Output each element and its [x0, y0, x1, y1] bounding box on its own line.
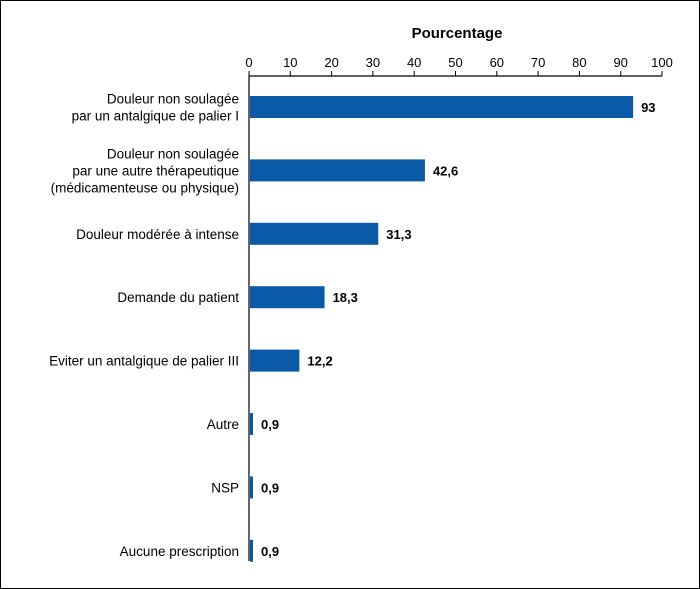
- category-label: Douleur non soulagée par une autre thérap…: [51, 146, 239, 195]
- value-label: 12,2: [307, 354, 332, 369]
- bar: [250, 286, 325, 309]
- bar: [250, 476, 253, 499]
- x-tick-label: 20: [324, 55, 338, 70]
- category-label-line: Eviter un antalgique de palier III: [49, 354, 239, 369]
- category-label-line: Autre: [207, 417, 239, 432]
- x-axis-title: Pourcentage: [412, 25, 503, 42]
- category-label-line: NSP: [211, 480, 239, 495]
- bar: [250, 96, 634, 118]
- category-label-line: Douleur non soulagée: [107, 146, 239, 161]
- x-tick-label: 80: [572, 55, 586, 70]
- category-label: Autre: [207, 417, 239, 432]
- bar: [250, 539, 253, 562]
- bars: [250, 96, 634, 562]
- category-label-line: Douleur modérée à intense: [76, 227, 239, 242]
- category-label: Douleur modérée à intense: [76, 227, 239, 242]
- x-tick-label: 40: [407, 55, 421, 70]
- bar: [250, 222, 379, 245]
- category-label-line: Demande du patient: [117, 290, 239, 305]
- value-label: 18,3: [333, 290, 358, 305]
- value-label: 0,9: [261, 480, 279, 495]
- category-label-line: par une autre thérapeutique: [72, 163, 239, 178]
- value-label: 31,3: [386, 227, 411, 242]
- x-tick-label: 50: [448, 55, 462, 70]
- category-labels: Douleur non soulagée par un antalgique de…: [49, 92, 239, 559]
- value-label: 0,9: [261, 544, 279, 559]
- x-tick-label: 0: [245, 55, 252, 70]
- value-labels: 93 42,6 31,3 18,3 12,2 0,9 0,9 0,9: [261, 100, 656, 559]
- x-tick-label: 60: [490, 55, 504, 70]
- x-axis-ticks: 0 10 20 30 40 50 60 70 80 90 100: [245, 55, 673, 76]
- category-label: Demande du patient: [117, 290, 239, 305]
- bar: [250, 349, 300, 372]
- category-label-line: par un antalgique de palier I: [72, 109, 239, 124]
- x-tick-label: 10: [283, 55, 297, 70]
- category-label-line: (médicamenteuse ou physique): [51, 180, 239, 195]
- category-label-line: Douleur non soulagée: [107, 92, 239, 107]
- x-tick-label: 100: [651, 55, 673, 70]
- category-label: NSP: [211, 480, 239, 495]
- x-tick-label: 30: [366, 55, 380, 70]
- value-label: 93: [641, 100, 655, 115]
- bar: [250, 413, 253, 435]
- category-label-line: Aucune prescription: [120, 544, 239, 559]
- value-label: 0,9: [261, 417, 279, 432]
- x-tick-label: 90: [613, 55, 627, 70]
- x-tick-label: 70: [531, 55, 545, 70]
- bar: [250, 159, 425, 182]
- category-label: Douleur non soulagée par un antalgique de…: [72, 92, 239, 124]
- category-label: Eviter un antalgique de palier III: [49, 354, 239, 369]
- value-label: 42,6: [433, 163, 458, 178]
- category-label: Aucune prescription: [120, 544, 239, 559]
